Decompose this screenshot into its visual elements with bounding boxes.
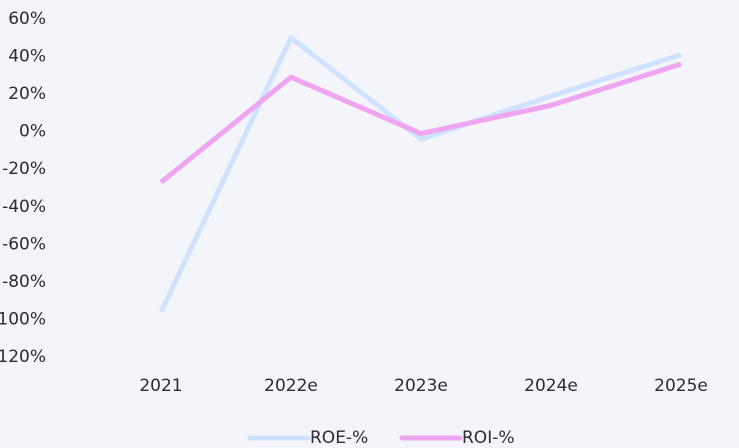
y-tick-label: 20%	[8, 84, 46, 104]
x-tick-label: 2022e	[264, 376, 318, 396]
series-line	[158, 35, 682, 314]
y-tick-label: -60%	[2, 234, 46, 254]
y-tick-label: 40%	[8, 47, 46, 67]
y-tick-label: -120%	[0, 347, 46, 367]
x-tick-label: 2024e	[524, 376, 578, 396]
legend-label: ROI-%	[462, 428, 515, 448]
x-tick-label: 2023e	[394, 376, 448, 396]
y-tick-label: -80%	[2, 272, 46, 292]
x-tick-label: 2025e	[654, 376, 708, 396]
series-line	[159, 61, 682, 185]
legend-label: ROE-%	[310, 428, 368, 448]
x-tick-label: 2021	[139, 376, 182, 396]
y-tick-label: -40%	[2, 197, 46, 217]
y-tick-label: -20%	[2, 159, 46, 179]
y-tick-label: 0%	[19, 122, 46, 142]
y-tick-label: 60%	[8, 9, 46, 29]
y-tick-label: -100%	[0, 309, 46, 329]
